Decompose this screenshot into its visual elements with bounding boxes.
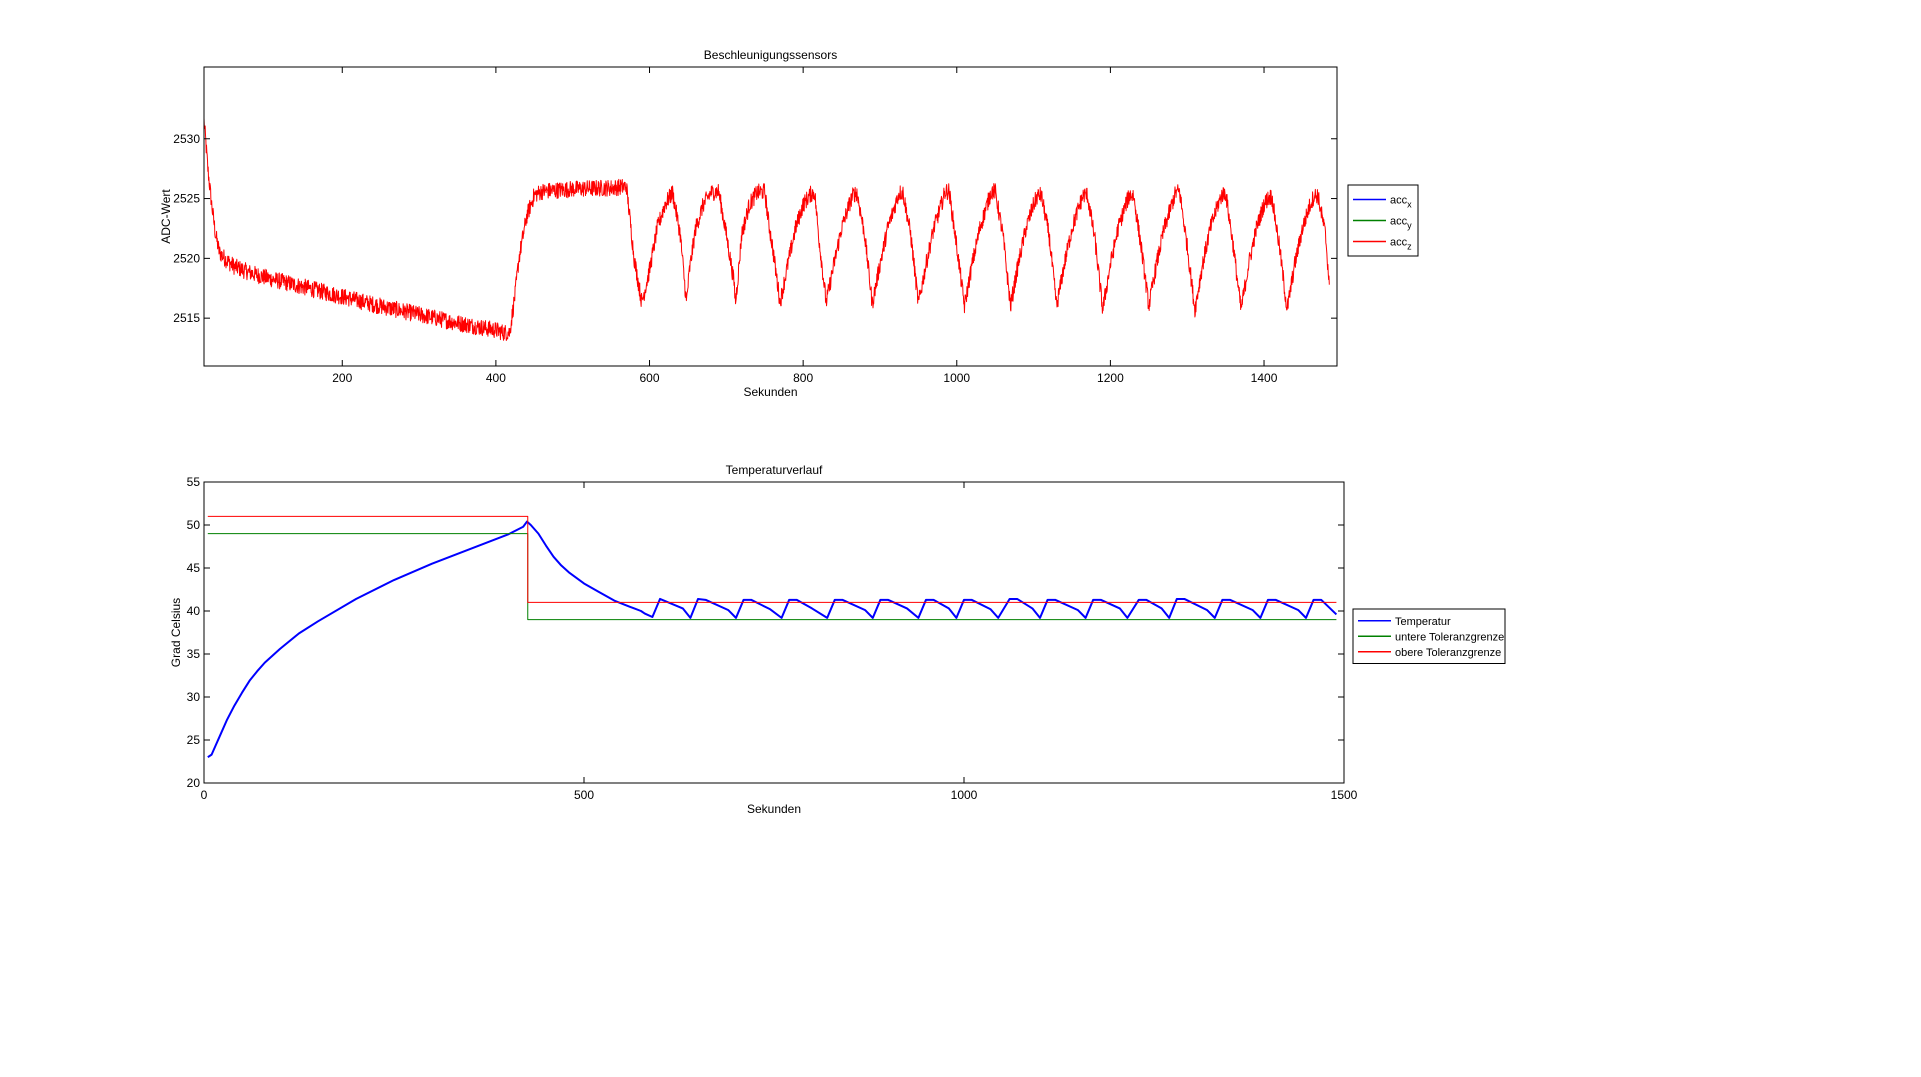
y-tick-label: 30 (187, 690, 201, 704)
accel-chart-title: Beschleunigungssensors (704, 48, 837, 62)
temperature-chart-frame (203, 481, 1345, 784)
legend-entry-label: obere Toleranzgrenze (1395, 647, 1501, 659)
legend-entry-label: accy (1390, 216, 1412, 231)
x-tick-label: 200 (332, 371, 352, 385)
y-tick-label: 2520 (173, 251, 200, 265)
series-line-untere-toleranzgrenze (207, 533, 1337, 621)
temperature-chart-legend: Temperatur untere Toleranzgrenze obere Tol… (1352, 608, 1506, 664)
temperature-chart-plot-area (207, 515, 1338, 759)
accel-chart: Beschleunigungssensors Sekunden ADC-Wert… (159, 48, 1419, 399)
y-tick-label: 40 (187, 604, 201, 618)
temperature-chart-y-axis-label: Grad Celsius (169, 598, 183, 667)
accel-chart-ticks: 200 400 600 800 1000 1200 1400 2515 2520 2525 2530 (173, 67, 1337, 385)
accel-chart-x-axis-label: Sekunden (743, 385, 797, 399)
series-line-accz (204, 118, 1330, 342)
x-tick-label: 1000 (943, 371, 970, 385)
legend-entry-label: untere Toleranzgrenze (1395, 631, 1504, 643)
series-line-obere-toleranzgrenze (207, 515, 1337, 603)
y-tick-label: 55 (187, 475, 201, 489)
legend-entry-label: accx (1390, 195, 1412, 210)
y-tick-label: 2515 (173, 311, 200, 325)
series-line-temperatur (207, 520, 1338, 759)
x-tick-label: 600 (640, 371, 660, 385)
x-tick-label: 800 (793, 371, 813, 385)
y-tick-label: 20 (187, 776, 201, 790)
x-tick-label: 0 (201, 788, 208, 802)
accel-chart-plot-area (204, 118, 1330, 342)
x-tick-label: 1000 (951, 788, 978, 802)
accel-chart-frame (203, 66, 1338, 367)
y-tick-label: 25 (187, 733, 201, 747)
x-tick-label: 1400 (1251, 371, 1278, 385)
accel-chart-y-axis-label: ADC-Wert (159, 189, 173, 244)
temperature-chart-title: Temperaturverlauf (726, 463, 823, 477)
accel-chart-legend: accx accy accz (1347, 184, 1419, 257)
y-tick-label: 2525 (173, 192, 200, 206)
y-tick-label: 35 (187, 647, 201, 661)
temperature-chart: Temperaturverlauf Sekunden Grad Celsius … (169, 463, 1506, 816)
temperature-chart-x-axis-label: Sekunden (747, 802, 801, 816)
y-tick-label: 50 (187, 518, 201, 532)
x-tick-label: 500 (574, 788, 594, 802)
x-tick-label: 1500 (1331, 788, 1358, 802)
x-tick-label: 1200 (1097, 371, 1124, 385)
y-tick-label: 2530 (173, 132, 200, 146)
legend-entry-label: accz (1390, 237, 1412, 252)
temperature-chart-ticks: 0 500 1000 1500 20 25 30 35 40 45 50 55 (187, 475, 1358, 802)
y-tick-label: 45 (187, 561, 201, 575)
legend-entry-label: Temperatur (1395, 616, 1451, 628)
x-tick-label: 400 (486, 371, 506, 385)
